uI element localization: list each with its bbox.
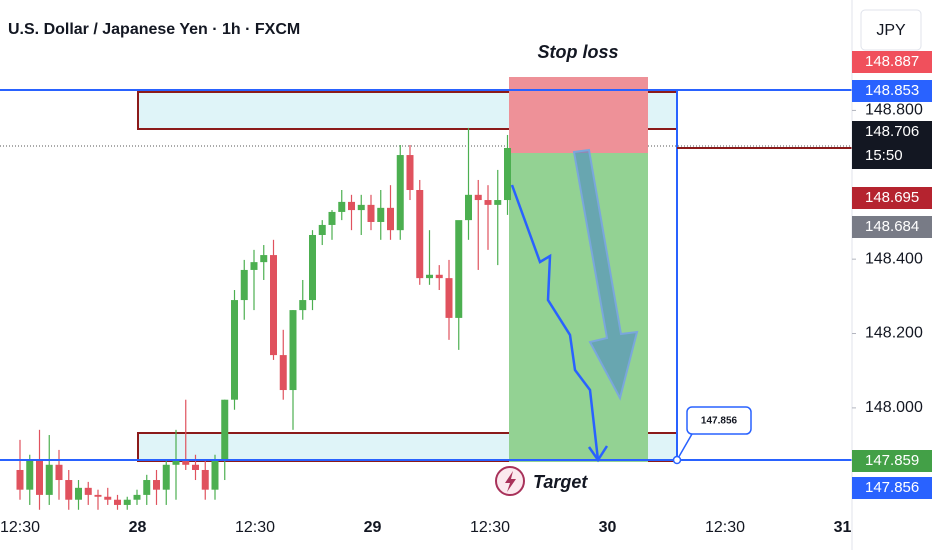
candle-body <box>367 204 375 222</box>
price-badge <box>852 187 932 209</box>
candle-body <box>162 464 170 490</box>
x-tick-label: 12:30 <box>0 519 40 536</box>
x-tick-label: 31 <box>834 519 852 536</box>
currency-label[interactable]: JPY <box>876 22 906 39</box>
candle-body <box>348 201 355 211</box>
candle-body <box>201 469 209 490</box>
candle-body <box>377 207 385 222</box>
candle-body <box>172 459 180 465</box>
y-tick-label: 148.800 <box>865 102 923 119</box>
price-badge <box>852 80 932 102</box>
candle-body <box>328 211 336 225</box>
x-tick-label: 28 <box>129 519 147 536</box>
candle-body <box>94 494 102 497</box>
price-badge-label: 147.859 <box>865 452 919 469</box>
candle-body <box>445 278 453 318</box>
profit-box <box>509 153 648 462</box>
candle-body <box>104 496 112 500</box>
candle-body <box>318 224 326 235</box>
stop-box <box>509 77 648 153</box>
candle-body <box>435 274 443 279</box>
candle-body <box>84 487 92 495</box>
price-badge <box>852 51 932 73</box>
candle-body <box>474 194 482 201</box>
candle-body <box>426 274 433 279</box>
callout-pointer <box>676 433 693 461</box>
price-badge <box>852 477 932 499</box>
price-badge <box>852 216 932 238</box>
chart-title: U.S. Dollar / Japanese Yen · 1h · FXCM <box>8 21 300 38</box>
candle-body <box>221 399 229 460</box>
candle-body <box>387 207 394 231</box>
candle-body <box>26 459 34 490</box>
y-tick-label: 148.000 <box>865 399 923 416</box>
candle-body <box>182 459 190 465</box>
candle-body <box>289 310 297 391</box>
price-badge-label: 148.706 <box>865 123 919 140</box>
candle-body <box>123 499 131 505</box>
candle-body <box>455 220 463 318</box>
candle-body <box>250 262 258 270</box>
candle-body <box>396 155 404 231</box>
plot-area: 147.856 Target Stop loss <box>0 42 852 510</box>
candle-body <box>240 269 248 301</box>
candle-body <box>192 464 199 470</box>
candle-body <box>299 300 307 311</box>
candle-body <box>231 300 238 400</box>
y-tick-label: 148.400 <box>865 250 923 267</box>
candle-body <box>75 487 82 500</box>
price-badge <box>852 121 932 169</box>
candle-body <box>55 464 63 481</box>
candle-body <box>406 155 414 191</box>
x-tick-label: 30 <box>599 519 617 536</box>
target-icon-bolt <box>505 471 516 492</box>
price-badge <box>852 450 932 472</box>
countdown-label: 15:50 <box>865 147 903 164</box>
candle-body <box>416 190 424 279</box>
candle-body <box>45 464 53 495</box>
candle-body <box>153 480 160 490</box>
price-badge-label: 148.853 <box>865 82 919 99</box>
anchor-dot <box>672 455 682 465</box>
currency-box[interactable] <box>860 9 922 51</box>
candle-body <box>211 459 219 490</box>
y-tick-label: 148.200 <box>865 325 923 342</box>
candle-body <box>16 469 24 490</box>
path-projection <box>510 184 600 461</box>
candle-body <box>504 147 511 201</box>
x-tick-label: 12:30 <box>705 519 745 536</box>
callout-text: 147.856 <box>701 416 738 427</box>
candle-body <box>270 255 277 356</box>
candle-body <box>36 459 43 495</box>
x-tick-label: 29 <box>364 519 382 536</box>
candle-body <box>338 201 346 212</box>
x-tick-label: 12:30 <box>470 519 510 536</box>
projection-arrow <box>572 148 639 401</box>
callout-box <box>686 406 752 435</box>
candle-body <box>494 200 502 205</box>
path-arrowhead <box>587 445 609 463</box>
price-badge-label: 148.887 <box>865 53 919 70</box>
candle-body <box>143 480 151 495</box>
candle-body <box>309 234 316 301</box>
candle-body <box>114 499 121 505</box>
candle-body <box>465 194 472 221</box>
price-badge-label: 147.856 <box>865 479 919 496</box>
price-badge-label: 148.684 <box>865 218 919 235</box>
candle-body <box>279 355 287 391</box>
candle-body <box>133 494 141 500</box>
candle-body <box>260 255 268 263</box>
candle-body <box>484 200 492 205</box>
candle-body <box>357 204 365 211</box>
price-badge-label: 148.695 <box>865 189 919 206</box>
target-label: Target <box>533 472 588 492</box>
candle-body <box>65 480 73 500</box>
stop-loss-label: Stop loss <box>537 42 618 62</box>
x-tick-label: 12:30 <box>235 519 275 536</box>
